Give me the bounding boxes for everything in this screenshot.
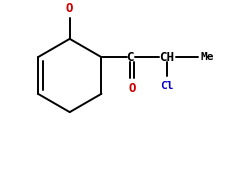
Text: O: O [66,2,73,15]
Text: O: O [128,82,136,95]
Text: Me: Me [201,52,214,62]
Text: Cl: Cl [160,81,174,91]
Text: C: C [127,51,134,64]
Text: CH: CH [159,51,174,64]
